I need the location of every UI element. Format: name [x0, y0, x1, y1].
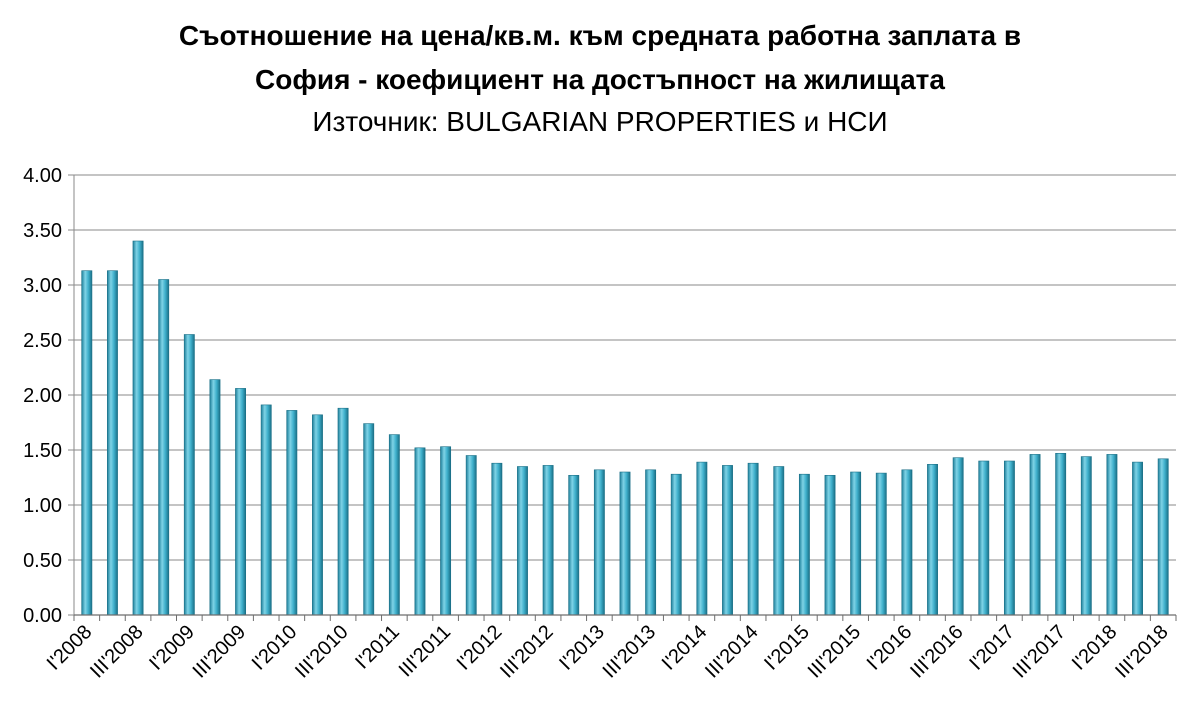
- x-tick-label: III'2017: [1009, 621, 1071, 683]
- bar: [901, 469, 913, 616]
- x-tick-label: III'2015: [804, 621, 866, 683]
- bar: [465, 455, 477, 616]
- bar: [414, 447, 426, 616]
- bar: [260, 404, 272, 616]
- x-tick-label: III'2010: [291, 621, 353, 683]
- bar: [440, 446, 452, 616]
- bar: [107, 270, 118, 616]
- bar: [927, 463, 938, 616]
- bar: [209, 379, 221, 616]
- x-tick-label: III'2016: [906, 621, 968, 683]
- bar: [312, 414, 323, 616]
- bar: [132, 240, 144, 616]
- x-tick-label: III'2011: [395, 621, 455, 681]
- bar: [1157, 458, 1169, 616]
- bar: [568, 474, 580, 616]
- bar: [81, 270, 93, 616]
- bar: [747, 462, 759, 616]
- bar: [1106, 454, 1118, 616]
- bar: [363, 423, 375, 616]
- bar: [1029, 454, 1041, 616]
- bar: [773, 466, 785, 616]
- bar: [388, 434, 400, 616]
- chart-subtitle: Източник: BULGARIAN PROPERTIES и НСИ: [312, 106, 888, 137]
- bar: [1132, 461, 1143, 616]
- bar: [798, 473, 810, 616]
- bar: [158, 279, 170, 616]
- bar: [1055, 452, 1067, 616]
- x-tick-label: III'2012: [496, 621, 558, 683]
- y-tick-label: 4.00: [23, 165, 62, 187]
- chart-title-line-2: София - коефициент на достъпност на жили…: [255, 64, 945, 95]
- bar: [593, 469, 605, 616]
- bar: [517, 466, 528, 616]
- bar: [337, 407, 349, 616]
- bar: [645, 469, 657, 616]
- x-tick-label: III'2013: [599, 621, 661, 683]
- bar: [1003, 460, 1015, 616]
- bar: [235, 388, 247, 616]
- bar: [875, 472, 887, 616]
- y-tick-label: 3.50: [23, 220, 62, 242]
- bar: [619, 471, 631, 616]
- x-tick-label: III'2009: [189, 621, 251, 683]
- bar: [286, 410, 298, 616]
- y-tick-label: 3.00: [23, 275, 62, 297]
- y-tick-label: 0.00: [23, 605, 62, 627]
- bar: [952, 457, 964, 616]
- bar: [542, 465, 554, 616]
- x-tick-label: III'2008: [86, 621, 148, 683]
- x-tick-label: III'2018: [1111, 621, 1173, 683]
- bar: [722, 465, 733, 616]
- bar: [491, 462, 503, 616]
- y-tick-label: 1.00: [23, 495, 62, 517]
- bars: [81, 240, 1169, 616]
- y-tick-label: 2.50: [23, 330, 62, 352]
- y-tick-label: 2.00: [23, 385, 62, 407]
- bar: [183, 334, 195, 616]
- axes: [73, 175, 1177, 621]
- bar: [1080, 456, 1092, 616]
- chart-title-line-1: Съотношение на цена/кв.м. към средната р…: [178, 20, 1022, 51]
- x-tick-label: III'2014: [701, 621, 763, 683]
- chart-title-block: Съотношение на цена/кв.м. към средната р…: [0, 0, 1200, 142]
- bar: [978, 460, 990, 616]
- bar: [824, 474, 836, 616]
- bar: [850, 471, 862, 616]
- y-tick-label: 0.50: [23, 550, 62, 572]
- bar: [670, 473, 682, 616]
- bar: [696, 461, 708, 616]
- y-tick-label: 1.50: [23, 440, 62, 462]
